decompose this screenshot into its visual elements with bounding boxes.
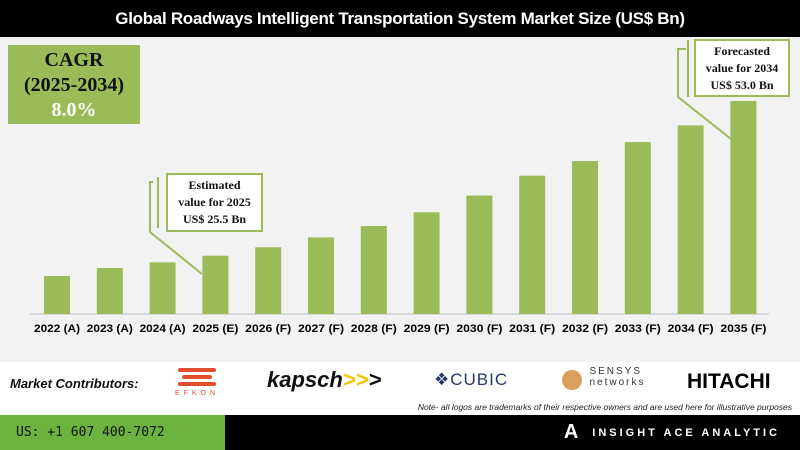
cubic-logo: ❖CUBIC	[434, 370, 509, 389]
callout-line: US$ 53.0 Bn	[710, 77, 774, 92]
hitachi-logo: HITACHI	[687, 370, 771, 393]
estimate-connector	[149, 181, 203, 275]
bar-2034	[677, 125, 704, 314]
x-tick-label: 2024 (A)	[140, 323, 186, 335]
forecast-callout: Forecasted value for 2034 US$ 53.0 Bn	[694, 39, 790, 97]
x-tick-label: 2026 (F)	[245, 323, 291, 335]
callout-line: value for 2034	[705, 60, 779, 75]
phone-number: US: +1 607 400-7072	[0, 415, 225, 450]
bar-2033	[624, 142, 651, 314]
cagr-period: (2025-2034)	[24, 74, 124, 96]
chart-title: Global Roadways Intelligent Transportati…	[0, 0, 800, 37]
bar-2030	[466, 195, 493, 314]
callout-line: value for 2025	[178, 195, 251, 209]
cagr-label: CAGR	[44, 49, 104, 71]
x-tick-label: 2023 (A)	[87, 323, 133, 335]
bar-2024	[149, 262, 176, 314]
bar-2031	[519, 175, 546, 314]
x-tick-label: 2030 (F)	[456, 323, 502, 335]
x-tick-label: 2032 (F)	[562, 323, 608, 335]
callout-line: US$ 25.5 Bn	[182, 212, 247, 226]
bar-2027	[308, 237, 334, 314]
x-tick-label: 2029 (F)	[404, 323, 450, 335]
contributors-band: Market Contributors: EFKON kapsch>>> ❖CU…	[0, 362, 800, 415]
sensys-logo: SENSYS networks	[562, 366, 645, 390]
x-tick-label: 2034 (F)	[668, 323, 714, 335]
callout-line: Estimated	[188, 178, 241, 192]
footer-brand: A INSIGHT ACE ANALYTIC	[225, 415, 800, 450]
bar-2026	[255, 247, 282, 314]
trademark-note: Note- all logos are trademarks of their …	[417, 402, 792, 412]
x-tick-label: 2035 (F)	[720, 323, 766, 335]
bar-2035	[730, 100, 757, 315]
x-tick-label: 2025 (E)	[192, 323, 238, 335]
contributors-label: Market Contributors:	[10, 376, 139, 391]
bar-2023	[96, 268, 123, 314]
bar-2032	[572, 161, 598, 314]
bar-chart: 2022 (A) 2023 (A) 2024 (A) 2025 (E) 2026 (F)…	[30, 40, 769, 335]
bar-2022	[44, 276, 70, 314]
kapsch-logo: kapsch>>>	[267, 367, 382, 392]
estimate-callout: Estimated value for 2025 US$ 25.5 Bn	[166, 173, 263, 232]
cagr-box: CAGR (2025-2034) 8.0%	[8, 45, 140, 124]
callout-line: Forecasted	[714, 43, 770, 58]
x-tick-label: 2027 (F)	[298, 323, 344, 335]
forecast-connector	[677, 48, 732, 140]
efkon-logo: EFKON	[172, 368, 222, 397]
x-tick-label: 2031 (F)	[509, 323, 555, 335]
bar-2025	[202, 255, 229, 314]
x-tick-label: 2028 (F)	[351, 323, 397, 335]
brand-name: INSIGHT ACE ANALYTIC	[592, 426, 780, 439]
brand-logo-icon: A	[563, 421, 579, 443]
bar-2029	[413, 212, 440, 314]
bar-2028	[360, 225, 387, 314]
x-tick-label: 2033 (F)	[615, 323, 661, 335]
x-tick-label: 2022 (A)	[34, 323, 80, 335]
cagr-value: 8.0%	[51, 99, 97, 121]
